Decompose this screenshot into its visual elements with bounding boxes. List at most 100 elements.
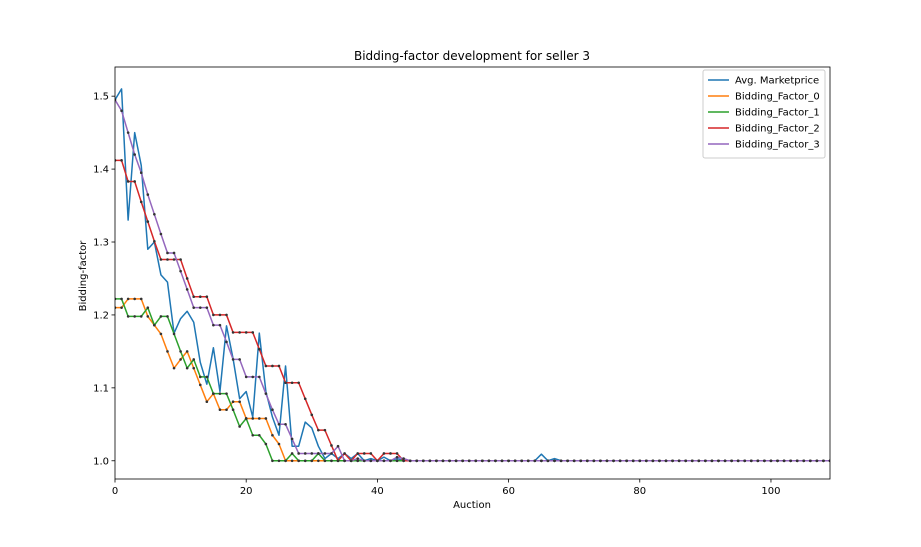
series-4-point-79 [631,459,635,463]
series-4-point-82 [651,459,655,463]
series-4-point-28 [297,452,300,455]
series-4-point-8 [166,251,169,255]
series-4-point-27 [290,437,294,441]
series-4-point-9 [172,251,176,255]
series-4-point-64 [533,459,537,463]
series-4-point-23 [264,392,268,395]
series-4-point-65 [540,459,543,463]
series-3-point-43 [395,452,399,455]
x-tick-label-1: 20 [240,486,253,497]
series-4-point-70 [572,459,576,463]
series-1-point-22 [258,417,261,420]
series-2-point-20 [244,417,248,420]
series-4-point-87 [684,459,687,463]
series-4-point-33 [330,452,333,455]
series-2-point-22 [258,433,261,437]
series-3-point-9 [172,258,176,261]
series-1-point-12 [192,366,196,370]
y-tick-label-2: 1.2 [93,310,109,321]
series-4-point-75 [605,459,609,463]
series-3-point-12 [192,295,196,299]
series-4-point-51 [448,459,451,463]
series-4-point-12 [192,306,196,309]
x-tick-label-4: 80 [633,486,646,497]
series-3-point-3 [133,180,136,183]
series-2-point-26 [284,459,287,463]
x-tick-label-2: 40 [371,486,384,497]
series-3-point-38 [362,452,366,455]
series-1-point-16 [218,408,222,412]
series-3-point-32 [323,428,327,432]
series-4-point-104 [795,459,799,463]
series-3-point-23 [264,364,268,368]
series-4-point-103 [789,459,792,463]
series-4-point-89 [697,459,701,463]
series-1-point-7 [159,332,163,336]
series-4-point-83 [658,459,661,463]
series-4-point-22 [258,375,261,379]
series-4-point-37 [356,457,360,460]
chart-title: Bidding-factor development for seller 3 [354,49,590,63]
series-4-point-26 [284,423,287,426]
series-4-point-62 [520,459,523,463]
series-4-point-13 [198,306,202,309]
series-2-point-10 [179,350,182,353]
series-4-point-52 [454,459,458,463]
series-3-point-41 [382,452,386,455]
series-1-point-5 [146,315,150,318]
series-4-point-14 [205,306,209,309]
series-3-point-25 [277,364,281,368]
series-4-point-101 [776,459,779,463]
series-4-point-16 [218,323,222,327]
y-axis-label: Bidding-factor [78,240,89,312]
series-1-point-24 [271,433,274,437]
series-1-point-2 [126,297,130,301]
y-tick-label-1: 1.1 [93,383,109,394]
series-1-point-18 [231,400,235,404]
series-2-point-12 [192,358,196,361]
series-3-point-8 [166,258,169,261]
series-2-point-2 [126,315,130,318]
series-4-point-92 [717,459,720,463]
series-4-point-63 [526,459,530,463]
series-4-point-76 [612,459,615,463]
series-4-point-31 [317,452,320,455]
series-2-point-11 [185,366,189,370]
plot-area [115,88,830,463]
series-4-point-84 [664,459,668,463]
series-1-point-1 [120,306,123,309]
series-4-point-32 [323,452,327,455]
series-4-point-66 [546,459,550,463]
series-4-point-36 [349,459,353,463]
series-4-point-60 [507,459,510,463]
series-3-point-1 [120,159,123,162]
series-2-point-16 [218,392,222,395]
series-4-point-48 [428,459,432,463]
series-2-point-32 [323,459,327,463]
series-4-point-10 [179,269,182,273]
series-4-point-34 [336,444,340,448]
series-3-point-42 [389,452,392,455]
series-3-point-26 [284,381,287,385]
x-tick-label-3: 60 [502,486,515,497]
series-4-point-74 [599,459,602,463]
series-4-point-38 [362,459,366,463]
series-3-point-11 [185,277,189,280]
series-4-point-11 [185,288,189,291]
legend-label-1: Bidding_Factor_0 [735,92,820,103]
series-4-point-91 [710,459,714,463]
series-3-point-7 [159,258,163,261]
series-4-point-96 [743,459,747,463]
series-3-point-22 [258,347,261,351]
legend-label-3: Bidding_Factor_2 [735,124,820,135]
series-3-point-29 [303,397,307,401]
series-4-point-49 [435,459,438,463]
series-3-point-30 [310,413,314,417]
series-3-point-24 [271,364,274,368]
series-4-point-107 [815,459,819,463]
series-2-point-18 [231,408,235,412]
series-1-point-8 [166,350,169,353]
series-4-point-42 [389,459,392,463]
series-2-point-43 [395,459,399,463]
series-4-point-44 [402,457,405,460]
